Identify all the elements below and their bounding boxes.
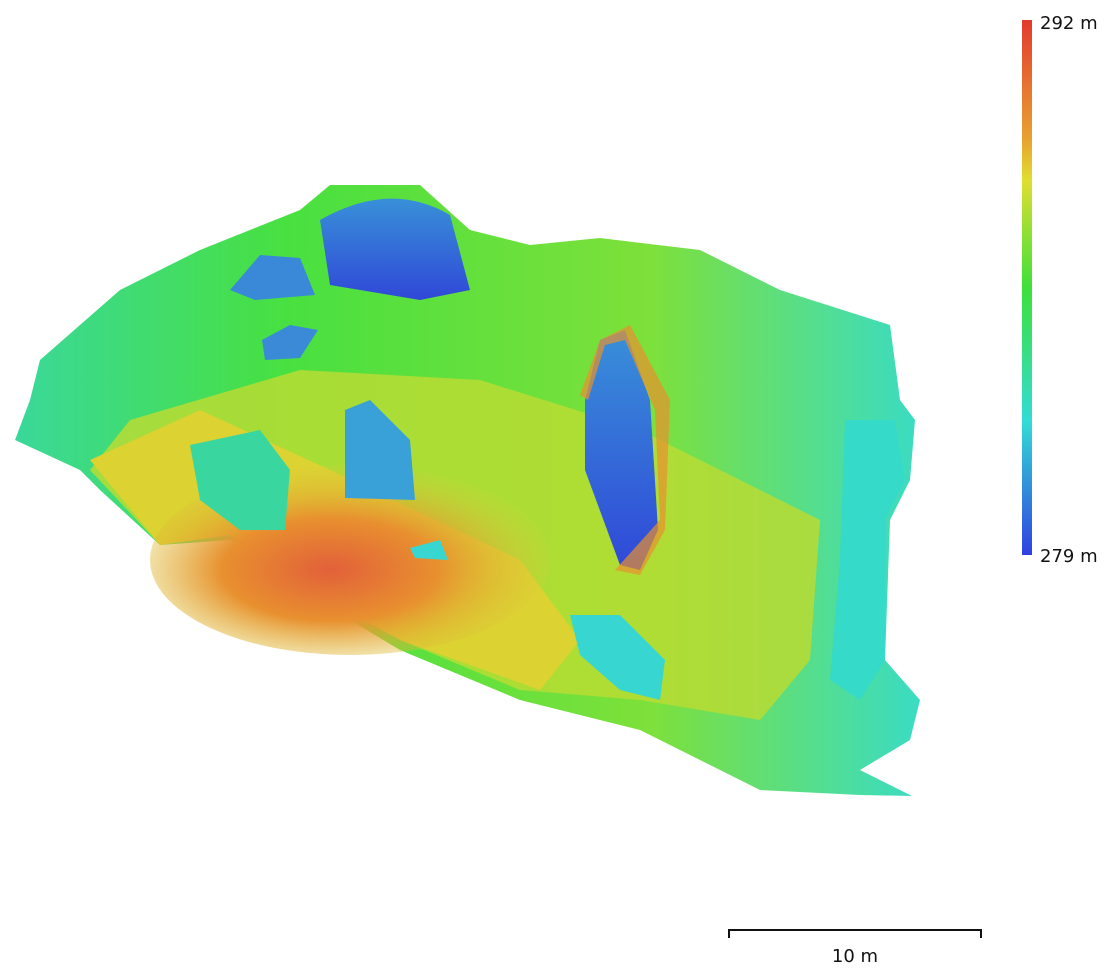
scale-bar-label: 10 m (832, 946, 878, 967)
color-ramp (1022, 20, 1032, 555)
dem-surface (15, 185, 920, 796)
legend-min-label: 279 m (1040, 546, 1098, 567)
legend-max-label: 292 m (1040, 13, 1098, 34)
scale-bar (728, 929, 982, 938)
